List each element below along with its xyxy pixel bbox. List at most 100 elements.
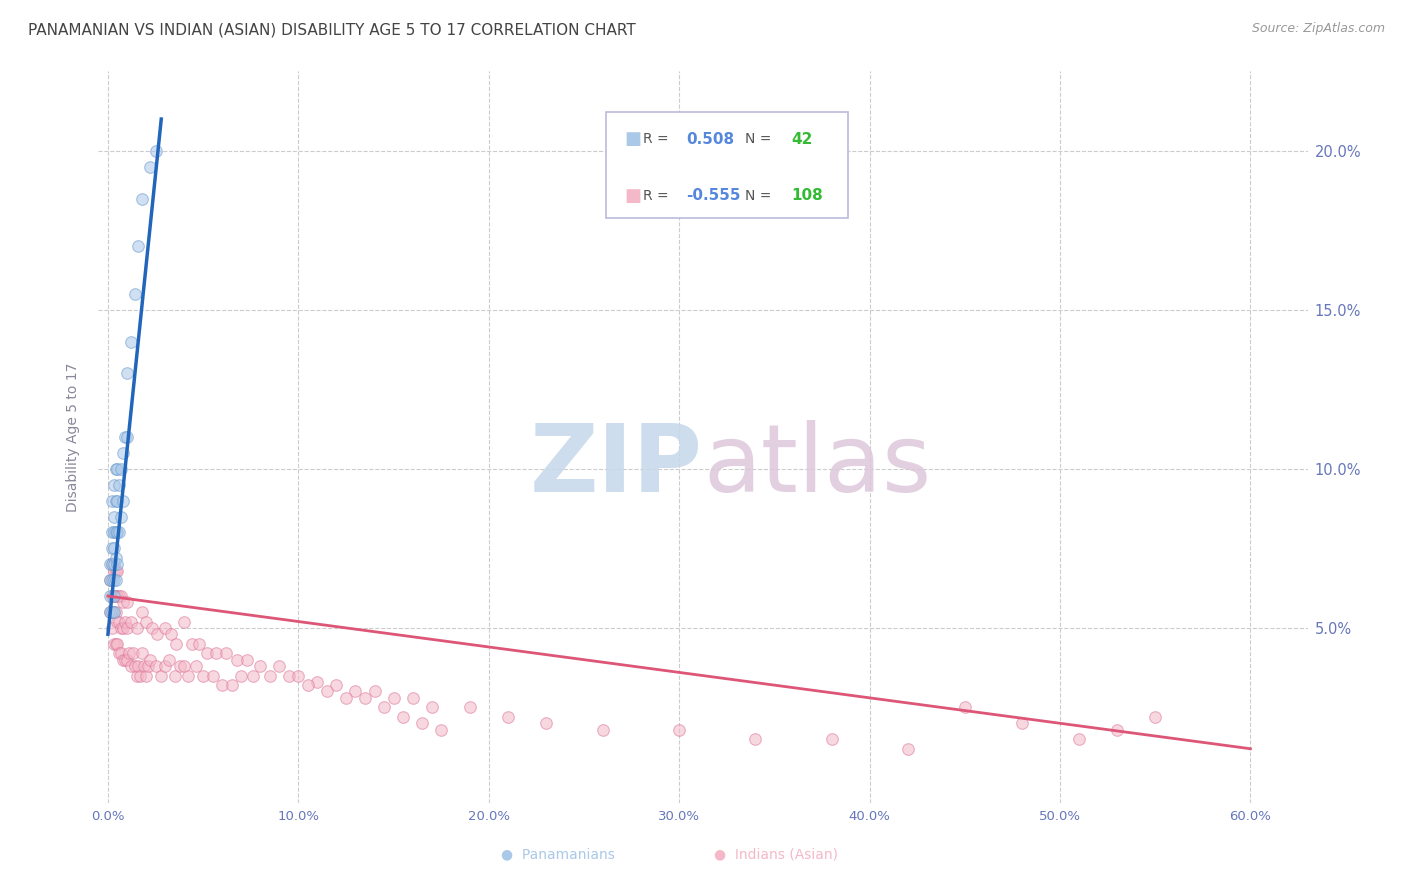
Point [420, 700, 443, 714]
Point [141, 621, 163, 635]
Point [110, 462, 132, 476]
Text: ■: ■ [624, 186, 641, 204]
Text: N =: N = [745, 189, 776, 202]
Point [146, 627, 169, 641]
Point [131, 605, 153, 619]
Point [129, 668, 152, 682]
Point [124, 659, 146, 673]
Point [100, 558, 122, 572]
Point [127, 659, 149, 673]
Point [173, 615, 195, 629]
Point [120, 659, 142, 673]
Point [118, 646, 141, 660]
Point [120, 334, 142, 349]
Point [277, 668, 299, 682]
Point [100, 558, 122, 572]
Point [104, 605, 127, 619]
Point [108, 589, 131, 603]
Point [103, 605, 125, 619]
Point [112, 595, 135, 609]
Point [107, 558, 129, 572]
Text: PANAMANIAN VS INDIAN (ASIAN) DISABILITY AGE 5 TO 17 CORRELATION CHART: PANAMANIAN VS INDIAN (ASIAN) DISABILITY … [28, 22, 636, 37]
Point [125, 621, 148, 635]
Point [231, 668, 253, 682]
Point [131, 192, 153, 206]
Point [112, 446, 135, 460]
Point [100, 605, 122, 619]
Point [100, 493, 122, 508]
Text: 108: 108 [792, 188, 823, 203]
FancyBboxPatch shape [606, 112, 848, 218]
Point [184, 659, 207, 673]
Point [297, 678, 319, 692]
Point [458, 700, 481, 714]
Point [744, 732, 766, 747]
Point [1067, 732, 1090, 747]
Point [120, 615, 142, 629]
Point [363, 684, 385, 698]
Point [112, 493, 135, 508]
Point [107, 589, 129, 603]
Point [221, 678, 243, 692]
Point [534, 716, 557, 731]
Point [131, 646, 153, 660]
Point [134, 659, 156, 673]
Point [159, 627, 181, 641]
Point [103, 541, 125, 556]
Point [153, 659, 176, 673]
Point [373, 700, 395, 714]
Point [100, 525, 122, 540]
Point [115, 595, 138, 609]
Text: ●  Indians (Asian): ● Indians (Asian) [714, 847, 838, 861]
Point [108, 615, 131, 629]
Point [112, 653, 135, 667]
Point [354, 690, 377, 705]
Point [98, 558, 121, 572]
Point [114, 430, 136, 444]
Point [103, 637, 125, 651]
Point [114, 615, 136, 629]
Point [100, 589, 122, 603]
Point [115, 653, 138, 667]
Point [1107, 723, 1129, 737]
Point [259, 668, 281, 682]
Point [287, 668, 309, 682]
Point [125, 668, 148, 682]
Point [98, 589, 121, 603]
Text: Source: ZipAtlas.com: Source: ZipAtlas.com [1251, 22, 1385, 36]
Point [108, 477, 131, 491]
Point [104, 564, 127, 578]
Point [411, 716, 433, 731]
Point [401, 690, 423, 705]
Point [110, 589, 132, 603]
Point [211, 678, 233, 692]
Point [136, 659, 159, 673]
Point [107, 564, 129, 578]
Point [191, 668, 214, 682]
Point [195, 646, 218, 660]
Point [325, 678, 347, 692]
Point [668, 723, 690, 737]
Point [98, 573, 121, 587]
Point [201, 668, 224, 682]
Point [98, 605, 121, 619]
Point [108, 525, 131, 540]
Point [103, 564, 125, 578]
Point [103, 558, 125, 572]
Point [107, 637, 129, 651]
Point [124, 287, 146, 301]
Text: atlas: atlas [703, 420, 931, 512]
Point [104, 550, 127, 565]
Point [430, 723, 453, 737]
Point [897, 741, 920, 756]
Point [150, 668, 173, 682]
Point [107, 462, 129, 476]
Point [104, 462, 127, 476]
Point [307, 675, 329, 690]
Point [820, 732, 842, 747]
Point [103, 589, 125, 603]
Point [180, 637, 202, 651]
Point [215, 646, 238, 660]
Text: 0.508: 0.508 [686, 132, 734, 147]
Point [1144, 710, 1167, 724]
